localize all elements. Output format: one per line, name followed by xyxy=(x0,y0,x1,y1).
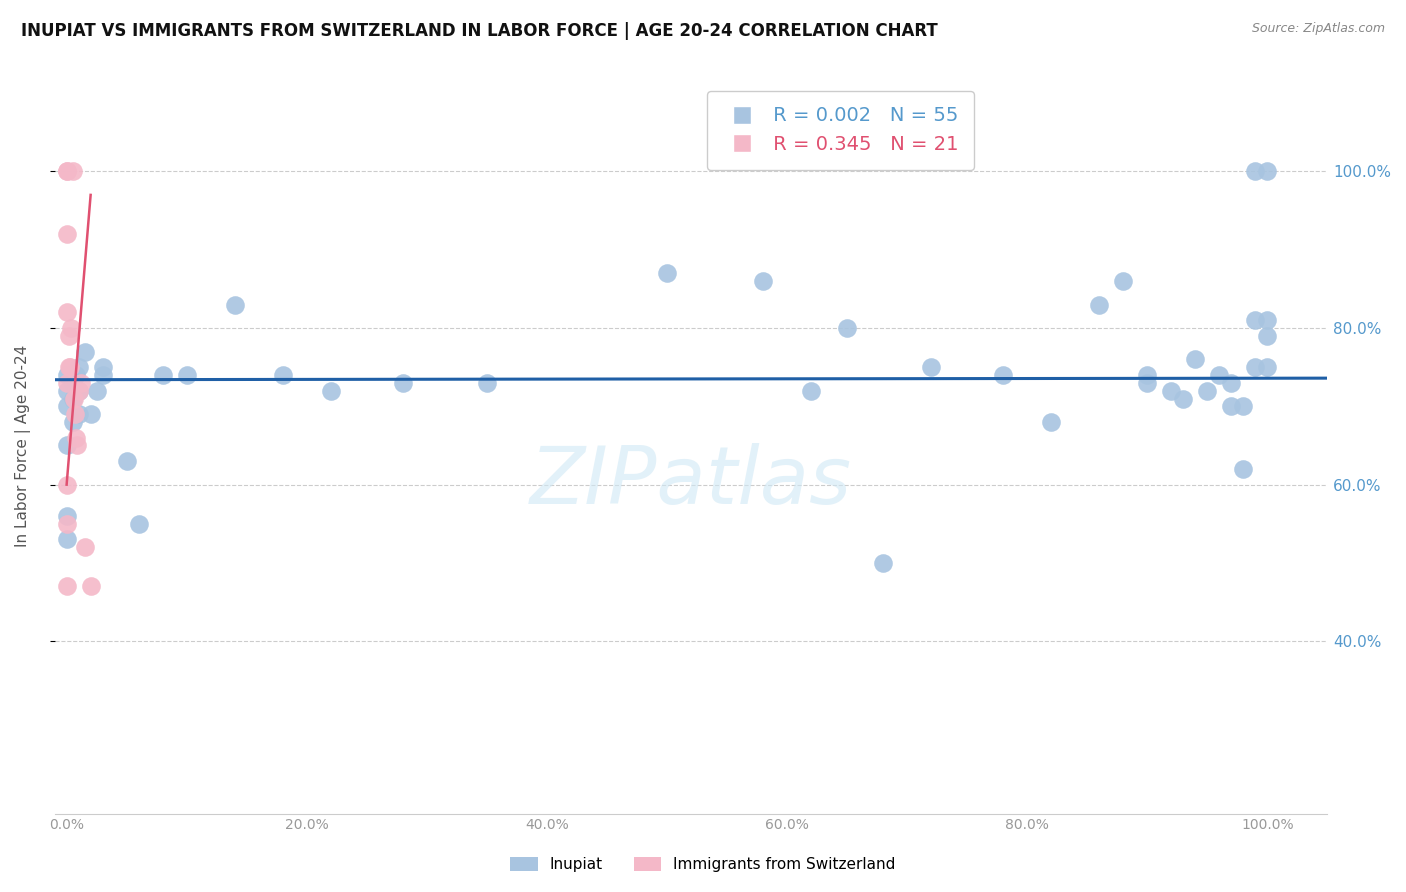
Inupiat xyxy=(62,376,84,390)
Inupiat xyxy=(920,360,942,375)
Immigrants from Switzerland xyxy=(59,360,82,375)
Inupiat xyxy=(176,368,198,382)
Inupiat xyxy=(993,368,1015,382)
Inupiat xyxy=(91,360,114,375)
Inupiat xyxy=(800,384,823,398)
Inupiat xyxy=(62,392,84,406)
Inupiat xyxy=(392,376,415,390)
Immigrants from Switzerland xyxy=(73,541,96,555)
Immigrants from Switzerland xyxy=(55,376,77,390)
Immigrants from Switzerland xyxy=(55,579,77,593)
Inupiat xyxy=(79,407,101,421)
Inupiat xyxy=(224,297,246,311)
Y-axis label: In Labor Force | Age 20-24: In Labor Force | Age 20-24 xyxy=(15,344,31,547)
Inupiat xyxy=(1232,462,1254,476)
Immigrants from Switzerland xyxy=(58,360,80,375)
Inupiat xyxy=(1232,400,1254,414)
Immigrants from Switzerland xyxy=(66,438,89,452)
Immigrants from Switzerland xyxy=(55,164,77,178)
Inupiat xyxy=(1136,368,1159,382)
Inupiat xyxy=(91,368,114,382)
Inupiat xyxy=(1256,164,1278,178)
Inupiat xyxy=(271,368,294,382)
Inupiat xyxy=(1220,400,1243,414)
Immigrants from Switzerland xyxy=(62,164,84,178)
Inupiat xyxy=(128,516,150,531)
Immigrants from Switzerland xyxy=(58,329,80,343)
Inupiat xyxy=(1088,297,1111,311)
Immigrants from Switzerland xyxy=(55,477,77,491)
Inupiat xyxy=(1244,313,1267,327)
Immigrants from Switzerland xyxy=(60,321,83,335)
Inupiat xyxy=(86,384,108,398)
Inupiat xyxy=(837,321,859,335)
Inupiat xyxy=(1244,164,1267,178)
Inupiat xyxy=(1197,384,1219,398)
Inupiat xyxy=(115,454,138,468)
Immigrants from Switzerland xyxy=(55,516,77,531)
Immigrants from Switzerland xyxy=(55,164,77,178)
Inupiat xyxy=(1244,360,1267,375)
Inupiat xyxy=(65,368,87,382)
Inupiat xyxy=(55,508,77,523)
Inupiat xyxy=(152,368,174,382)
Inupiat xyxy=(73,344,96,359)
Inupiat xyxy=(55,438,77,452)
Inupiat xyxy=(1173,392,1195,406)
Text: ZIPatlas: ZIPatlas xyxy=(530,443,852,521)
Inupiat xyxy=(1160,384,1182,398)
Inupiat xyxy=(1208,368,1230,382)
Inupiat xyxy=(62,415,84,429)
Inupiat xyxy=(1256,313,1278,327)
Immigrants from Switzerland xyxy=(70,376,93,390)
Immigrants from Switzerland xyxy=(63,392,86,406)
Inupiat xyxy=(1112,274,1135,288)
Inupiat xyxy=(872,556,894,570)
Inupiat xyxy=(55,533,77,547)
Inupiat xyxy=(55,400,77,414)
Inupiat xyxy=(1136,376,1159,390)
Inupiat xyxy=(1220,376,1243,390)
Legend:  R = 0.002   N = 55,  R = 0.345   N = 21: R = 0.002 N = 55, R = 0.345 N = 21 xyxy=(707,91,974,169)
Inupiat xyxy=(67,407,90,421)
Immigrants from Switzerland xyxy=(79,579,101,593)
Text: Source: ZipAtlas.com: Source: ZipAtlas.com xyxy=(1251,22,1385,36)
Inupiat xyxy=(67,360,90,375)
Inupiat xyxy=(475,376,498,390)
Inupiat xyxy=(1256,360,1278,375)
Inupiat xyxy=(1256,329,1278,343)
Legend: Inupiat, Immigrants from Switzerland: Inupiat, Immigrants from Switzerland xyxy=(502,849,904,880)
Inupiat xyxy=(752,274,775,288)
Inupiat xyxy=(319,384,342,398)
Text: INUPIAT VS IMMIGRANTS FROM SWITZERLAND IN LABOR FORCE | AGE 20-24 CORRELATION CH: INUPIAT VS IMMIGRANTS FROM SWITZERLAND I… xyxy=(21,22,938,40)
Inupiat xyxy=(1040,415,1063,429)
Inupiat xyxy=(55,368,77,382)
Inupiat xyxy=(67,384,90,398)
Immigrants from Switzerland xyxy=(67,384,90,398)
Immigrants from Switzerland xyxy=(55,227,77,241)
Immigrants from Switzerland xyxy=(55,305,77,319)
Immigrants from Switzerland xyxy=(63,407,86,421)
Inupiat xyxy=(655,266,678,280)
Immigrants from Switzerland xyxy=(65,431,87,445)
Inupiat xyxy=(1184,352,1206,367)
Inupiat xyxy=(55,384,77,398)
